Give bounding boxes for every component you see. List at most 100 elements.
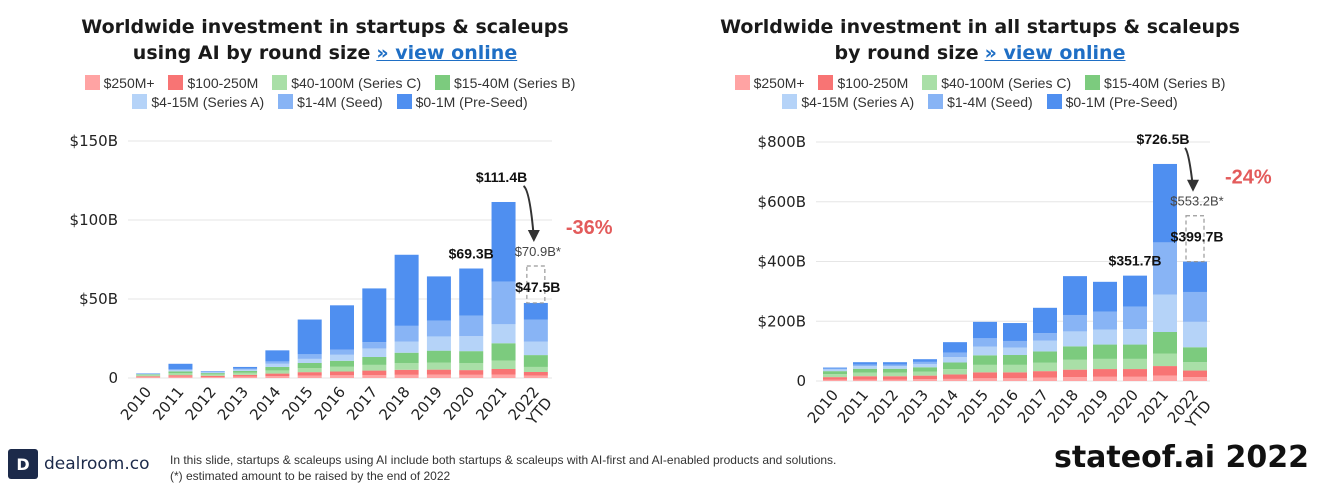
bar-segment (973, 355, 997, 365)
projection-label: $553.2B* (1170, 194, 1224, 209)
bar-segment (233, 369, 258, 371)
bar-segment (168, 370, 193, 372)
bar-segment (523, 355, 548, 367)
x-tick-label: 2012 (864, 386, 902, 427)
bar-segment (459, 351, 484, 363)
bar-segment (233, 372, 258, 375)
x-tick-label-text: 2011 (834, 386, 872, 427)
left-view-online-link[interactable]: » view online (376, 42, 518, 64)
total-value-label: $726.5B (1137, 131, 1190, 147)
x-tick-label-text: 2018 (1044, 386, 1082, 427)
bar-segment (1063, 331, 1087, 347)
bar-segment (459, 315, 484, 337)
bar-segment (1033, 340, 1057, 352)
bar-segment (362, 348, 387, 357)
bar-segment (1033, 333, 1057, 341)
bar-segment (1153, 332, 1177, 354)
bar-segment (459, 336, 484, 352)
bar-segment (913, 379, 937, 381)
legend-swatch (435, 75, 451, 90)
legend-item-series-a: $4-15M (Series A) (782, 93, 914, 112)
x-tick-label-text: 2019 (1074, 386, 1112, 427)
bar-segment (1003, 378, 1027, 381)
bar-segment (1153, 366, 1177, 376)
bar-segment (1063, 314, 1087, 332)
bar-segment (1003, 355, 1027, 365)
bar-segment (491, 324, 516, 344)
legend-swatch (818, 75, 834, 90)
y-tick-label: 0 (796, 372, 806, 390)
bar-segment (168, 376, 193, 378)
legend-item-pre-seed: $0-1M (Pre-Seed) (396, 93, 528, 112)
bar-segment (1093, 344, 1117, 359)
bar-segment (330, 375, 354, 378)
x-tick-label-text: 2017 (1014, 386, 1052, 427)
bar-segment (1183, 261, 1207, 292)
legend-item-series-b: $15-40M (Series B) (1085, 74, 1225, 93)
x-tick-label-text: 2021 (472, 383, 510, 424)
bar-segment (913, 359, 937, 362)
bar-segment (459, 370, 484, 375)
bar-segment (523, 366, 548, 372)
bar-segment (1063, 359, 1087, 370)
bar-segment (913, 367, 937, 372)
bar-segment (297, 354, 322, 359)
bar-segment (265, 373, 290, 377)
bar-segment (523, 319, 548, 342)
bar-segment (823, 369, 847, 372)
x-tick-label-text: 2013 (214, 383, 252, 424)
bar-segment (853, 368, 877, 373)
bar-segment (265, 350, 290, 362)
bar-segment (394, 352, 419, 363)
bar-segment (233, 368, 258, 370)
bar-segment (1183, 347, 1207, 363)
bar-segment (823, 374, 847, 378)
bar-segment (883, 362, 907, 365)
bar-segment (1093, 376, 1117, 381)
bar-segment (1033, 351, 1057, 363)
dealroom-logo-mark: D (8, 449, 38, 479)
bar-segment (394, 362, 419, 370)
bar-segment (168, 373, 193, 376)
x-tick-label: 2017 (343, 383, 381, 424)
bar-segment (297, 368, 322, 373)
bar-segment (823, 379, 847, 381)
bar-segment (200, 372, 225, 374)
bar-segment (943, 362, 967, 370)
left-title-line1: Worldwide investment in startups & scale… (81, 16, 569, 38)
bar-segment (200, 375, 225, 378)
bar-segment (883, 364, 907, 367)
bar-segment (1153, 163, 1177, 243)
legend-swatch (734, 75, 750, 90)
legend-item-100-250m: $100-250M (168, 74, 258, 93)
bar-segment (973, 321, 997, 339)
bar-segment (233, 376, 258, 378)
bar-segment (853, 372, 877, 377)
total-value-label: $399.7B (1171, 229, 1224, 245)
bar-segment (491, 201, 516, 282)
bar-segment (330, 354, 354, 361)
bar-segment (1003, 372, 1027, 379)
bar-segment (1183, 377, 1207, 381)
bar-segment (883, 379, 907, 381)
x-tick-label-text: 2012 (181, 383, 219, 424)
bar-segment (491, 343, 516, 361)
bar-segment (1063, 377, 1087, 381)
bar-segment (1093, 281, 1117, 312)
bar-segment (1123, 369, 1147, 377)
bar-segment (1183, 362, 1207, 371)
bar-segment (330, 366, 354, 372)
bar-segment (168, 371, 193, 374)
bar-segment (136, 375, 161, 377)
footnote: In this slide, startups & scaleups using… (170, 452, 836, 484)
legend-item-250m-plus: $250M+ (734, 74, 805, 93)
x-tick-label-text: 2010 (117, 383, 155, 424)
bar-segment (200, 371, 225, 372)
bar-segment (265, 376, 290, 378)
right-view-online-link[interactable]: » view online (984, 42, 1126, 64)
x-tick-label-text: 2020 (440, 383, 478, 424)
bar-segment (362, 342, 387, 349)
x-tick-label: 2015 (278, 383, 316, 424)
percent-change-label: -24% (1225, 167, 1272, 189)
